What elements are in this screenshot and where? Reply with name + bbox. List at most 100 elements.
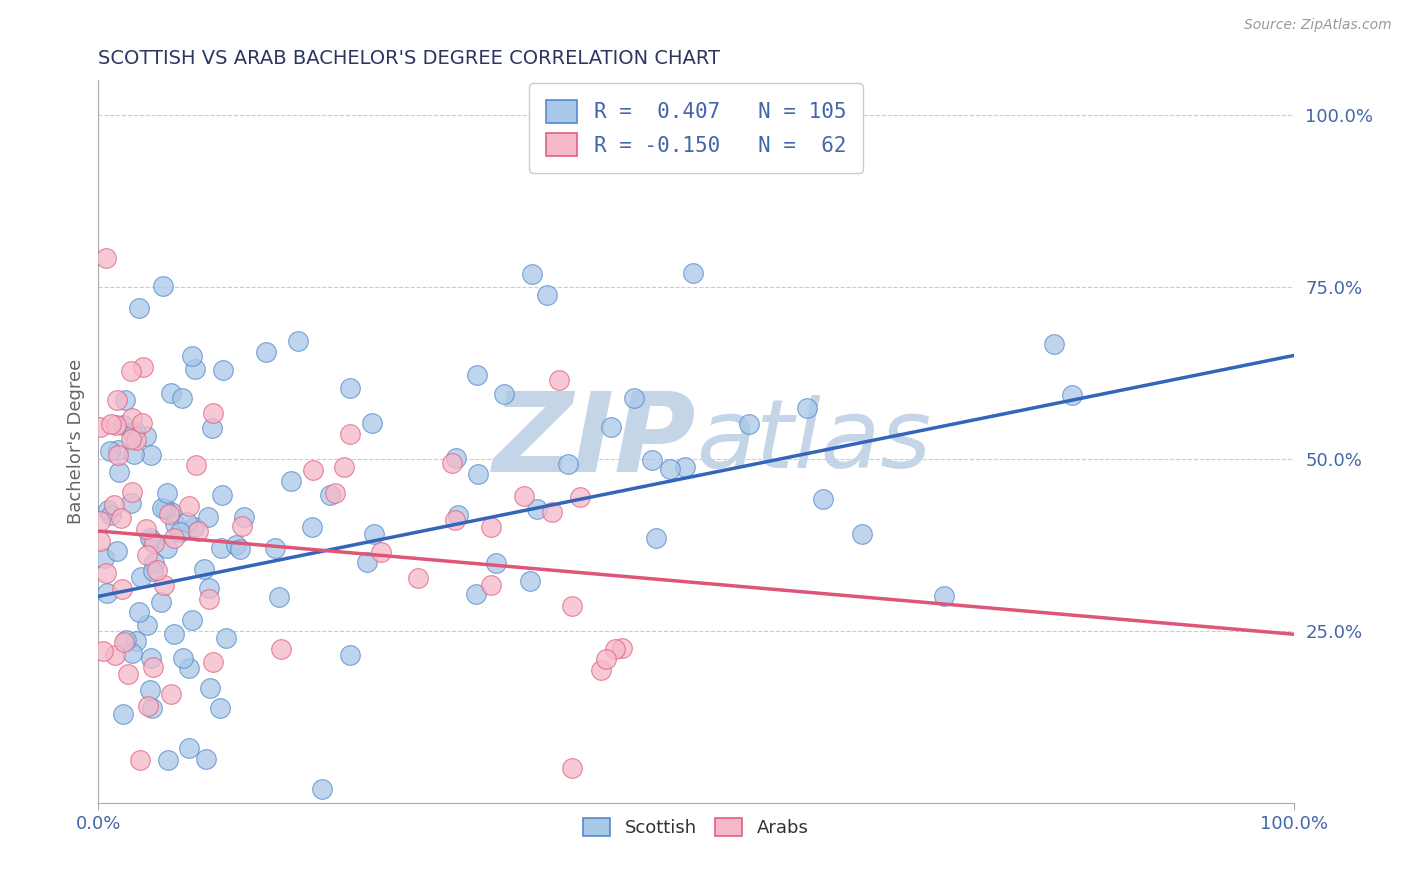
Point [141,448,163,462]
Point [589,663,612,677]
Point [186,458,208,472]
Point [142,660,165,674]
Point [181,349,204,363]
Point [339,426,361,441]
Point [142,564,165,578]
Point [673,460,696,475]
Point [104,648,127,662]
Point [128,301,150,315]
Point [124,424,146,438]
Point [108,465,131,479]
Point [361,416,384,430]
Point [135,429,157,443]
Point [105,393,128,408]
Point [93,551,115,566]
Point [1043,337,1066,351]
Point [682,266,704,280]
Point [129,753,152,767]
Point [156,541,179,555]
Point [131,570,153,584]
Point [163,531,186,545]
Point [146,563,169,577]
Point [356,555,378,569]
Point [363,526,385,541]
Point [479,577,502,591]
Point [107,443,129,458]
Point [201,421,224,435]
Point [440,456,463,470]
Point [107,448,129,462]
Point [465,587,488,601]
Point [209,541,232,555]
Point [141,701,163,715]
Point [333,459,356,474]
Point [479,520,502,534]
Point [100,417,122,432]
Point [120,496,142,510]
Point [122,427,145,442]
Point [197,510,219,524]
Point [160,505,183,519]
Point [232,510,254,524]
Point [561,761,583,775]
Point [198,592,221,607]
Text: Source: ZipAtlas.com: Source: ZipAtlas.com [1244,18,1392,32]
Point [96,585,118,599]
Point [150,594,173,608]
Point [139,531,162,545]
Point [172,651,194,665]
Point [568,490,591,504]
Point [644,531,666,545]
Point [280,474,302,488]
Point [89,419,111,434]
Point [229,542,252,557]
Point [138,698,160,713]
Point [225,538,247,552]
Point [623,391,645,405]
Point [270,642,292,657]
Point [179,741,201,756]
Point [339,648,361,663]
Point [152,578,174,592]
Point [323,486,346,500]
Point [177,499,200,513]
Point [177,660,200,674]
Point [193,562,215,576]
Point [159,687,181,701]
Point [112,635,135,649]
Point [153,502,176,516]
Point [484,556,506,570]
Point [536,287,558,301]
Legend: Scottish, Arabs: Scottish, Arabs [576,811,815,845]
Point [96,566,118,580]
Point [125,434,148,448]
Point [641,453,664,467]
Point [121,411,143,425]
Point [117,666,139,681]
Point [110,511,132,525]
Text: atlas: atlas [696,395,931,488]
Point [187,524,209,539]
Point [143,535,166,549]
Point [269,590,291,604]
Point [157,507,180,521]
Point [122,447,145,461]
Point [104,418,127,433]
Point [467,467,489,482]
Point [103,498,125,512]
Point [141,534,163,549]
Point [202,655,225,669]
Point [443,513,465,527]
Point [659,462,682,476]
Point [548,373,571,387]
Point [125,633,148,648]
Point [934,589,956,603]
Point [183,520,205,534]
Point [811,491,834,506]
Point [446,451,468,466]
Point [318,488,340,502]
Point [211,487,233,501]
Point [132,359,155,374]
Point [215,631,238,645]
Point [176,516,198,530]
